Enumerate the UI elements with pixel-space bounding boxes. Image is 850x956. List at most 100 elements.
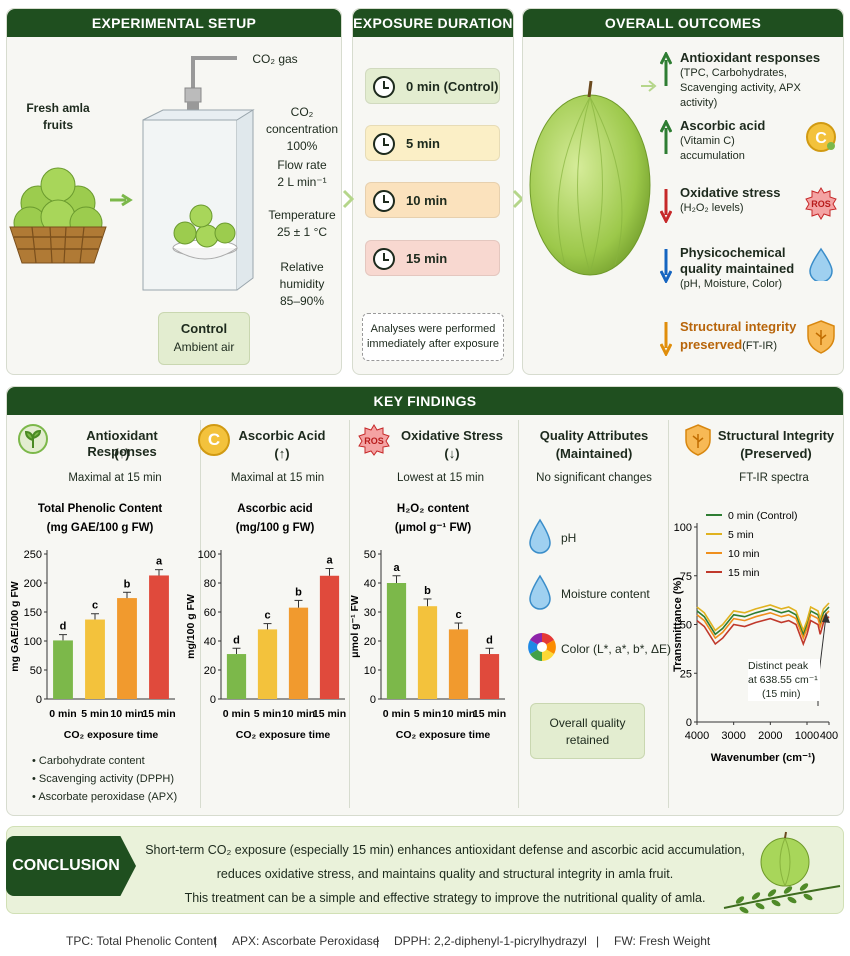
significance-letter: d bbox=[60, 621, 67, 633]
shield-icon bbox=[685, 424, 711, 456]
shield-icon bbox=[807, 320, 835, 354]
droplet-icon bbox=[529, 518, 551, 554]
x-axis-label: Wavenumber (cm⁻¹) bbox=[711, 752, 816, 764]
y-tick-label: 80 bbox=[204, 578, 216, 590]
duration-item: 10 min bbox=[365, 182, 500, 218]
significance-letter: b bbox=[295, 586, 302, 598]
y-tick-label: 100 bbox=[24, 636, 42, 648]
legend-label: 0 min (Control) bbox=[728, 510, 797, 522]
y-tick-label: 150 bbox=[24, 607, 42, 619]
concentration-spec: CO₂ concentration 100% bbox=[265, 105, 339, 153]
legend-label: 15 min bbox=[728, 567, 760, 579]
significance-letter: c bbox=[92, 600, 98, 612]
svg-text:ROS: ROS bbox=[364, 436, 384, 446]
bar bbox=[448, 629, 469, 699]
y-axis-label: Transmittance (%) bbox=[672, 577, 684, 672]
outcome-title: Structural integrity preserved bbox=[680, 319, 797, 352]
svg-text:C: C bbox=[815, 130, 827, 147]
duration-header: EXPOSURE DURATION bbox=[353, 9, 513, 37]
x-tick-label: 15 min bbox=[473, 708, 506, 720]
bar bbox=[117, 598, 137, 699]
control-title: Control bbox=[180, 321, 228, 336]
oxidative-title: Oxidative Stress bbox=[401, 428, 503, 443]
peak-pointer-head bbox=[822, 612, 830, 623]
bar bbox=[149, 575, 169, 699]
x-tick-label: 15 min bbox=[142, 708, 175, 720]
vitamin-c-icon: C bbox=[198, 424, 230, 456]
bar bbox=[53, 640, 73, 699]
significance-letter: b bbox=[424, 585, 431, 597]
legend-label: 10 min bbox=[728, 548, 760, 560]
quality-sub: No significant changes bbox=[536, 472, 652, 484]
outcome-item: Physicochemical quality maintained (pH, M… bbox=[680, 245, 802, 292]
arrow-fruit-to-outcomes bbox=[641, 80, 657, 92]
footer-divider: | bbox=[596, 934, 600, 948]
outcome-item: Structural integrity preserved(FT-IR) bbox=[680, 318, 802, 354]
y-tick-label: 100 bbox=[198, 549, 216, 561]
y-axis-label: mg GAE/100 g FW bbox=[9, 581, 21, 672]
control-box: Control Ambient air bbox=[158, 312, 250, 365]
ros-icon: ROS bbox=[358, 424, 390, 456]
x-tick-label: 400 bbox=[820, 730, 838, 742]
outcome-title: Ascorbic acid bbox=[680, 118, 766, 133]
x-tick-label: 2000 bbox=[758, 730, 782, 742]
outcome-title: Physicochemical quality maintained bbox=[680, 245, 795, 276]
y-tick-label: 20 bbox=[204, 665, 216, 677]
outcome-sub: (Vitamin C) accumulation bbox=[680, 135, 745, 162]
chart-title: H₂O₂ content bbox=[397, 503, 469, 515]
significance-letter: a bbox=[326, 555, 333, 567]
series-line bbox=[696, 606, 830, 637]
duration-label: 0 min (Control) bbox=[406, 79, 499, 94]
chart-title: Ascorbic acid bbox=[237, 503, 312, 515]
duration-item: 5 min bbox=[365, 125, 500, 161]
amla-branch-image bbox=[723, 831, 841, 914]
x-tick-label: 10 min bbox=[110, 708, 143, 720]
col-divider-4 bbox=[668, 420, 669, 808]
up-arrow-icon bbox=[660, 52, 672, 86]
outcome-sub: (TPC, Carbohydrates, Scavenging activity… bbox=[680, 67, 801, 109]
vitamin-c-icon: C bbox=[806, 122, 836, 152]
conclusion-banner bbox=[6, 826, 844, 914]
footer-fw: FW: Fresh Weight bbox=[614, 934, 711, 948]
outcome-item: Oxidative stress (H₂O₂ levels) bbox=[680, 185, 802, 216]
clock-icon bbox=[373, 190, 395, 212]
clock-icon bbox=[373, 248, 395, 270]
x-axis-label: CO₂ exposure time bbox=[236, 729, 331, 741]
ascorbic-sub: Maximal at 15 min bbox=[230, 472, 325, 484]
bullet-item: • Carbohydrate content bbox=[32, 755, 145, 767]
arrow-setup-to-duration bbox=[342, 189, 355, 209]
conclusion-text: Short-term CO₂ exposure (especially 15 m… bbox=[145, 843, 745, 905]
x-axis-label: CO₂ exposure time bbox=[64, 729, 159, 741]
series-line bbox=[696, 610, 830, 641]
x-axis-label: CO₂ exposure time bbox=[396, 729, 491, 741]
bullet-item: • Ascorbate peroxidase (APX) bbox=[32, 791, 178, 803]
significance-letter: b bbox=[124, 578, 131, 590]
quality-ph: pH bbox=[561, 531, 577, 545]
series-line bbox=[696, 616, 830, 647]
footer-divider: | bbox=[376, 934, 380, 948]
findings-header: KEY FINDINGS bbox=[7, 387, 843, 415]
y-tick-label: 50 bbox=[30, 665, 42, 677]
structural-title: Structural Integrity bbox=[717, 428, 835, 443]
quality-moisture: Moisture content bbox=[561, 587, 650, 601]
chart-title: (μmol g⁻¹ FW) bbox=[395, 522, 472, 534]
down-arrow-icon bbox=[660, 189, 672, 223]
y-tick-label: 0 bbox=[36, 694, 42, 706]
significance-letter: a bbox=[393, 562, 400, 574]
chart-title: (mg/100 g FW) bbox=[236, 522, 315, 534]
outcome-sub: (H₂O₂ levels) bbox=[680, 202, 744, 214]
fruit-basket-image bbox=[9, 167, 107, 264]
y-tick-label: 60 bbox=[204, 607, 216, 619]
overall-quality-box: Overall quality retained bbox=[530, 703, 645, 759]
footer-apx: APX: Ascorbate Peroxidase bbox=[232, 934, 380, 948]
outcome-sub: (FT-IR) bbox=[742, 340, 777, 352]
y-tick-label: 50 bbox=[680, 620, 692, 632]
y-tick-label: 25 bbox=[680, 668, 692, 680]
bullet-item: • Scavenging activity (DPPH) bbox=[32, 773, 175, 785]
arrow-to-chamber bbox=[110, 193, 133, 207]
col-divider-1 bbox=[200, 420, 201, 808]
x-tick-label: 10 min bbox=[442, 708, 475, 720]
control-sub: Ambient air bbox=[173, 340, 235, 354]
svg-text:ROS: ROS bbox=[811, 199, 831, 209]
y-tick-label: 0 bbox=[686, 717, 692, 729]
